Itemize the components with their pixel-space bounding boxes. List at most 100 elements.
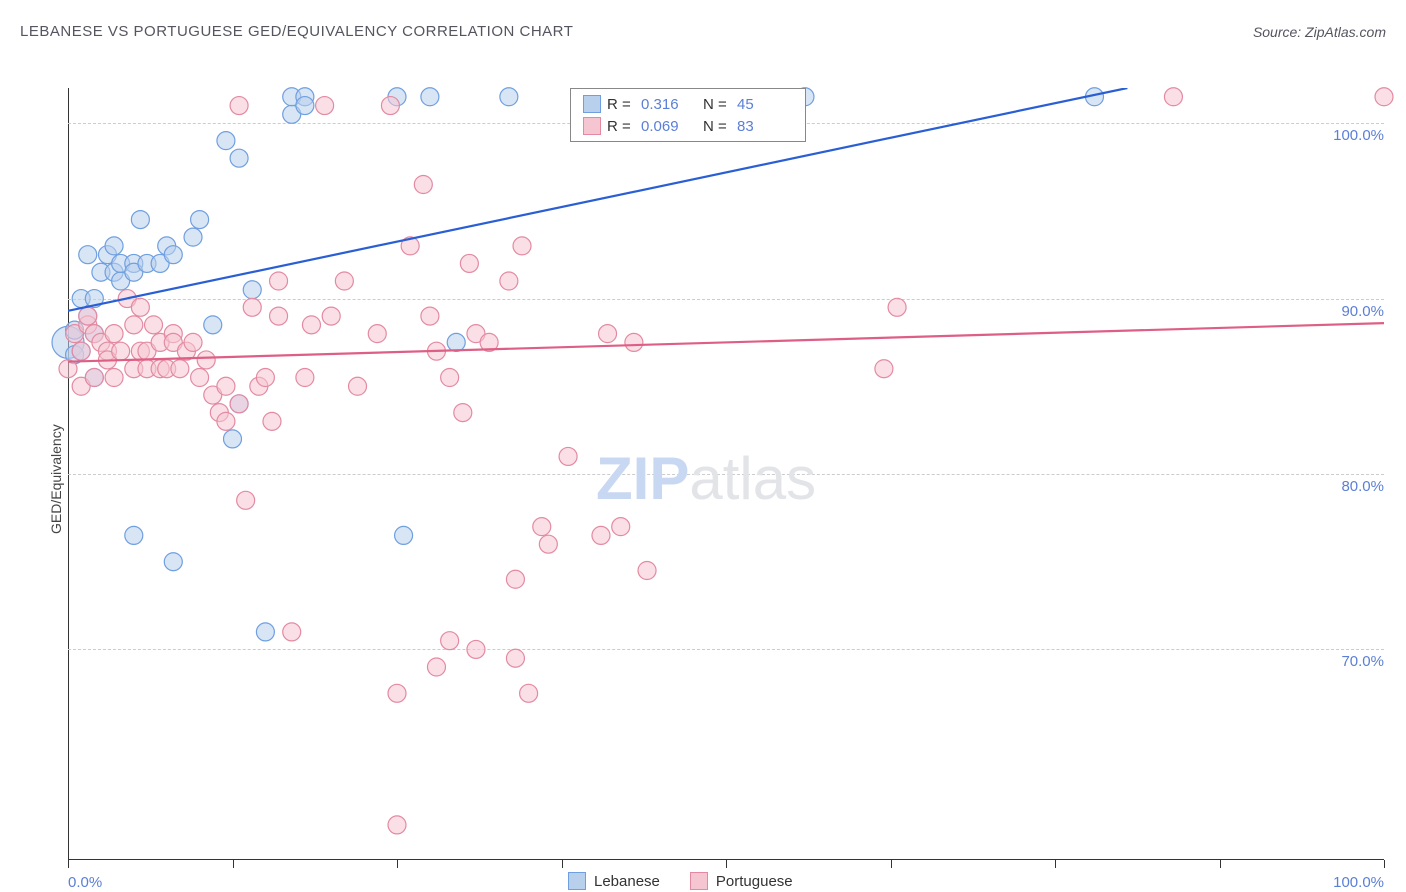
series-label: Portuguese (716, 873, 793, 890)
x-tick (1220, 860, 1221, 868)
scatter-point-portuguese (131, 298, 149, 316)
scatter-point-lebanese (125, 526, 143, 544)
y-axis-title: GED/Equivalency (48, 424, 64, 534)
scatter-point-portuguese (441, 369, 459, 387)
scatter-point-portuguese (454, 404, 472, 422)
scatter-point-portuguese (296, 369, 314, 387)
scatter-point-lebanese (447, 333, 465, 351)
scatter-point-portuguese (533, 518, 551, 536)
n-label: N = (703, 118, 731, 135)
scatter-point-portuguese (388, 684, 406, 702)
trend-line-portuguese (68, 323, 1384, 362)
n-label: N = (703, 96, 731, 113)
scatter-point-lebanese (230, 149, 248, 167)
scatter-point-lebanese (256, 623, 274, 641)
swatch-portuguese (690, 872, 708, 890)
scatter-point-portuguese (322, 307, 340, 325)
scatter-point-portuguese (230, 395, 248, 413)
scatter-point-portuguese (283, 623, 301, 641)
x-tick (726, 860, 727, 868)
scatter-point-portuguese (427, 658, 445, 676)
scatter-point-portuguese (612, 518, 630, 536)
scatter-point-portuguese (85, 369, 103, 387)
scatter-point-portuguese (112, 342, 130, 360)
scatter-point-portuguese (105, 325, 123, 343)
scatter-point-portuguese (125, 316, 143, 334)
series-label: Lebanese (594, 873, 660, 890)
x-tick (562, 860, 563, 868)
x-tick (397, 860, 398, 868)
scatter-point-portuguese (230, 97, 248, 115)
series-legend-item-portuguese: Portuguese (690, 872, 793, 890)
scatter-point-portuguese (217, 377, 235, 395)
scatter-svg (68, 88, 1384, 860)
scatter-point-portuguese (506, 570, 524, 588)
scatter-point-portuguese (105, 369, 123, 387)
x-tick (891, 860, 892, 868)
scatter-point-portuguese (263, 412, 281, 430)
scatter-point-portuguese (559, 447, 577, 465)
scatter-point-lebanese (243, 281, 261, 299)
r-value: 0.069 (641, 118, 697, 135)
scatter-point-lebanese (421, 88, 439, 106)
x-tick (1055, 860, 1056, 868)
n-value: 45 (737, 96, 793, 113)
stats-legend: R = 0.316 N = 45 R = 0.069 N = 83 (570, 88, 806, 142)
scatter-point-portuguese (441, 632, 459, 650)
r-label: R = (607, 96, 635, 113)
scatter-point-portuguese (460, 254, 478, 272)
scatter-point-portuguese (145, 316, 163, 334)
stats-legend-row-lebanese: R = 0.316 N = 45 (583, 93, 793, 115)
scatter-point-portuguese (638, 562, 656, 580)
scatter-point-lebanese (204, 316, 222, 334)
scatter-point-portuguese (316, 97, 334, 115)
scatter-point-portuguese (256, 369, 274, 387)
scatter-point-portuguese (381, 97, 399, 115)
scatter-point-portuguese (539, 535, 557, 553)
scatter-point-portuguese (72, 342, 90, 360)
scatter-point-portuguese (349, 377, 367, 395)
scatter-point-lebanese (296, 97, 314, 115)
chart-container: 70.0%80.0%90.0%100.0%0.0%100.0%GED/Equiv… (20, 44, 1396, 876)
scatter-point-portuguese (243, 298, 261, 316)
r-value: 0.316 (641, 96, 697, 113)
x-tick (1384, 860, 1385, 868)
scatter-point-portuguese (520, 684, 538, 702)
swatch-lebanese (583, 95, 601, 113)
scatter-point-portuguese (625, 333, 643, 351)
scatter-point-portuguese (184, 333, 202, 351)
scatter-point-portuguese (500, 272, 518, 290)
series-legend-item-lebanese: Lebanese (568, 872, 660, 890)
x-range-label: 100.0% (1324, 874, 1384, 891)
scatter-point-portuguese (421, 307, 439, 325)
scatter-point-portuguese (875, 360, 893, 378)
scatter-point-portuguese (237, 491, 255, 509)
stats-legend-row-portuguese: R = 0.069 N = 83 (583, 115, 793, 137)
scatter-point-portuguese (506, 649, 524, 667)
x-tick (233, 860, 234, 868)
chart-title: LEBANESE VS PORTUGUESE GED/EQUIVALENCY C… (20, 23, 573, 40)
scatter-point-lebanese (131, 211, 149, 229)
scatter-point-portuguese (368, 325, 386, 343)
scatter-point-portuguese (79, 307, 97, 325)
n-value: 83 (737, 118, 793, 135)
source-label: Source: ZipAtlas.com (1253, 24, 1386, 40)
scatter-point-lebanese (184, 228, 202, 246)
scatter-point-lebanese (217, 132, 235, 150)
r-label: R = (607, 118, 635, 135)
scatter-point-portuguese (171, 360, 189, 378)
swatch-portuguese (583, 117, 601, 135)
scatter-point-portuguese (335, 272, 353, 290)
scatter-point-portuguese (270, 272, 288, 290)
scatter-point-portuguese (1375, 88, 1393, 106)
scatter-point-lebanese (224, 430, 242, 448)
scatter-point-portuguese (599, 325, 617, 343)
scatter-point-lebanese (191, 211, 209, 229)
scatter-point-portuguese (217, 412, 235, 430)
swatch-lebanese (568, 872, 586, 890)
scatter-point-lebanese (79, 246, 97, 264)
scatter-point-portuguese (414, 176, 432, 194)
x-tick (68, 860, 69, 868)
scatter-point-portuguese (270, 307, 288, 325)
scatter-point-portuguese (302, 316, 320, 334)
